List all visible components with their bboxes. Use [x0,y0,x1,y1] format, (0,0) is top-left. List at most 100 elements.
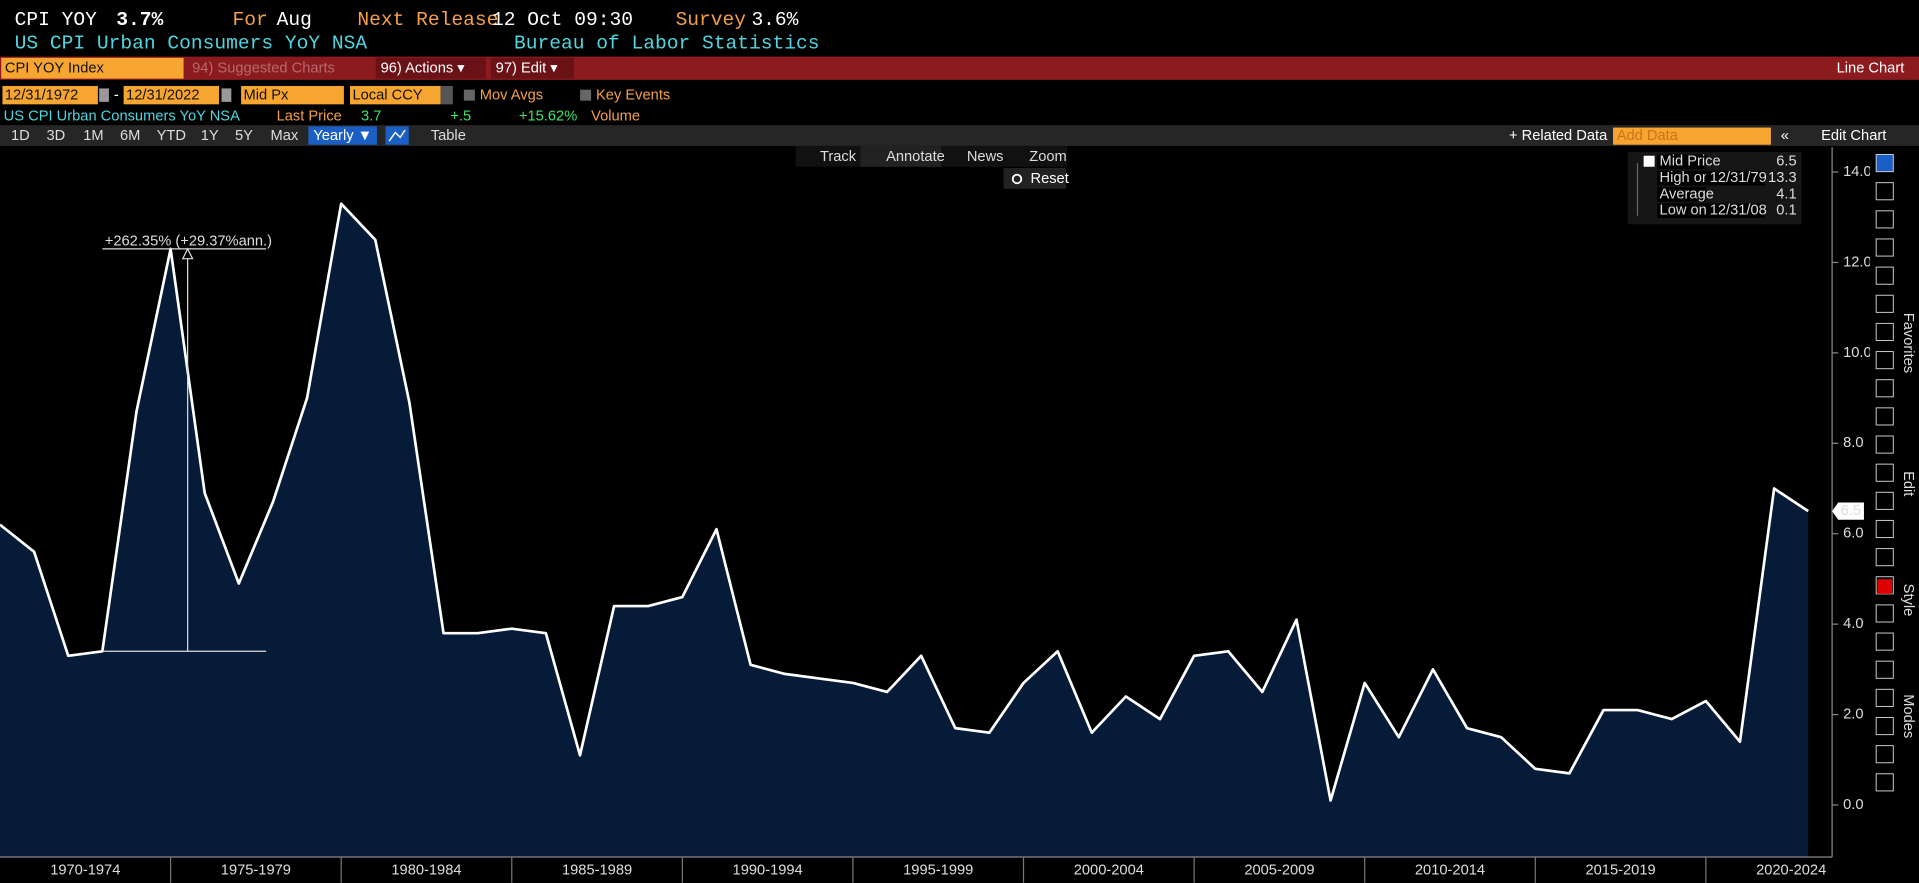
x-period-label: 1980-1984 [391,862,461,878]
start-date[interactable]: 12/31/1972 [5,88,78,104]
tool-icon[interactable] [1875,322,1894,342]
tool-icon[interactable] [1875,491,1894,510]
period-button[interactable]: 3D [47,128,66,144]
side-tab[interactable]: Edit [1900,471,1916,496]
annotate[interactable]: Annotate [886,149,945,165]
tool-icon[interactable] [1875,407,1894,426]
add-data[interactable]: Add Data [1617,128,1679,144]
chart-type-button[interactable] [385,126,409,145]
period-button[interactable]: Max [270,128,298,144]
calendar-icon[interactable] [221,88,232,102]
for-label: For [233,9,268,31]
y-tick-label: 0.0 [1843,797,1863,813]
suggested-charts[interactable]: 94) Suggested Charts [192,61,335,77]
last-value-label: 6.5 [1841,503,1861,519]
legend-value: 6.5 [1776,154,1796,170]
security-box[interactable] [1,57,184,79]
view-name: Line Chart [1837,61,1905,77]
key-events[interactable]: Key Events [596,88,670,104]
tool-icon[interactable] [1875,548,1894,567]
tool-icon[interactable] [1875,351,1894,370]
mov-avgs[interactable]: Mov Avgs [480,88,543,104]
legend-checkbox[interactable] [1643,155,1655,167]
color-swatch[interactable] [1877,579,1893,594]
related-data[interactable]: + Related Data [1509,128,1608,144]
currency-box[interactable] [350,85,441,105]
news[interactable]: News [967,149,1004,165]
period-button[interactable]: 5Y [235,128,253,144]
period-button[interactable]: YTD [157,128,186,144]
tool-icon[interactable] [1875,688,1894,707]
tool-icon[interactable] [1875,660,1894,679]
date-separator: - [114,88,119,104]
legend-date-bg [1706,170,1765,186]
side-tab[interactable]: Modes [1900,694,1916,738]
tool-icon[interactable] [1875,745,1894,764]
toolbar [0,125,1919,146]
period-button[interactable]: 1D [11,128,30,144]
key-events-checkbox[interactable] [580,89,592,101]
calendar-icon[interactable] [99,88,109,102]
tool-icon[interactable] [1875,716,1894,736]
start-date-box[interactable] [2,85,98,105]
annotate-bg [860,145,942,167]
side-tab[interactable]: Favorites [1900,313,1916,373]
annotation-arrowhead [181,247,194,260]
period-button[interactable]: 6M [120,128,140,144]
mov-avgs-checkbox[interactable] [463,89,475,101]
y-tick-label: 4.0 [1843,616,1863,632]
edit-button[interactable] [490,57,574,79]
tool-icon[interactable] [1875,154,1894,173]
zoom[interactable]: Zoom [1029,149,1067,165]
tool-icon[interactable] [1875,463,1894,482]
period-button[interactable]: 1M [83,128,103,144]
tool-icon[interactable] [1875,182,1894,201]
end-date[interactable]: 12/31/2022 [126,88,199,104]
currency[interactable]: Local CCY [352,88,422,104]
add-data-box[interactable] [1613,127,1771,145]
x-period-label: 2020-2024 [1756,862,1826,878]
table-button[interactable]: Table [431,128,466,144]
tool-icon[interactable] [1875,519,1894,539]
frequency-button[interactable] [308,126,377,145]
actions-button[interactable] [375,57,486,79]
x-period-label: 1975-1979 [221,862,291,878]
tool-icons: Favorites Edit Style Modes [1875,154,1916,792]
currency-dropdown[interactable] [440,85,453,105]
legend-value: 0.1 [1776,203,1796,219]
frequency[interactable]: Yearly ▼ [313,128,372,144]
collapse[interactable]: « [1781,128,1789,144]
edit[interactable]: 97) Edit ▾ [496,61,559,77]
legend-date: 12/31/08 [1710,203,1767,219]
tool-icon[interactable] [1875,435,1894,454]
edit-chart[interactable]: Edit Chart [1821,128,1886,144]
field[interactable]: Mid Px [244,88,290,104]
tool-icon[interactable] [1875,379,1894,398]
tool-icon[interactable] [1875,773,1894,792]
tool-icon[interactable] [1875,210,1894,229]
x-period-label: 1985-1989 [562,862,632,878]
last-value: 3.7% [116,9,163,31]
y-tick-label: 8.0 [1843,435,1863,451]
legend-value: 4.1 [1776,186,1796,202]
period-button[interactable]: 1Y [201,128,219,144]
legend-date-bg [1706,203,1765,219]
tool-icon[interactable] [1875,238,1894,257]
tool-icon[interactable] [1875,632,1894,651]
last-price: 3.7 [361,108,381,124]
y-tick-label: 10.0 [1843,345,1872,361]
tool-icon[interactable] [1875,294,1894,313]
tool-icon[interactable] [1875,266,1894,285]
reset[interactable]: Reset [1030,171,1068,187]
legend-label: Mid Price [1660,154,1721,170]
end-date-box[interactable] [123,85,220,105]
x-period-label: 1995-1999 [903,862,973,878]
actions[interactable]: 96) Actions ▾ [381,61,466,77]
tool-icon[interactable] [1875,604,1894,623]
security[interactable]: CPI YOY Index [5,61,105,77]
track[interactable]: Track [820,149,857,165]
survey-label: Survey [676,9,747,31]
field-box[interactable] [241,85,344,105]
side-tab[interactable]: Style [1900,584,1916,617]
plot: 0.0 2.0 4.0 6.0 8.0 10.0 12.0 14.0 1970-1974 1975… [0,147,1872,883]
